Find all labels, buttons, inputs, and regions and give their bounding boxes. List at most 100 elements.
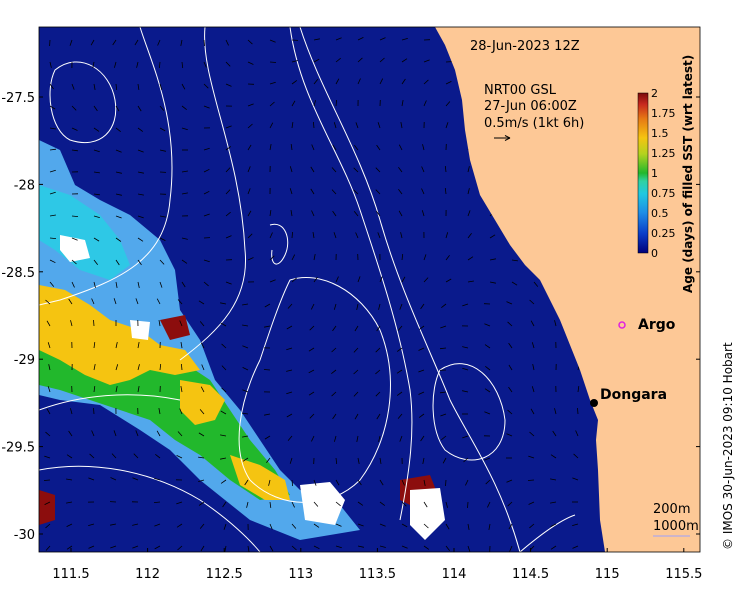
current-arrow [93,386,96,393]
y-axis-ticks: -27.5 -28 -28.5 -29 -29.5 -30 [1,91,700,543]
current-arrow [181,127,188,131]
current-arrow [45,299,51,305]
current-arrow [291,501,295,508]
current-arrow [66,545,73,550]
current-arrow [137,83,140,90]
current-arrow [70,320,73,327]
current-arrow [71,127,78,131]
current-arrow [115,386,118,393]
current-arrow [444,165,447,173]
current-arrow [113,430,117,437]
current-arrow [401,501,407,507]
current-arrow [181,83,186,90]
current-arrow [220,410,227,415]
current-arrow [176,523,183,528]
current-arrow [68,430,73,437]
current-arrow [132,545,139,549]
current-arrow [159,363,162,371]
current-arrow [488,523,491,530]
current-arrow [396,369,403,374]
current-arrow [357,545,364,548]
current-arrow [439,391,447,394]
current-arrow [135,298,139,305]
current-arrow [49,61,52,68]
current-arrow [445,254,450,261]
current-arrow [247,233,253,239]
current-arrow [269,144,272,151]
current-arrow [203,190,210,195]
current-arrow [376,325,381,332]
current-arrow [269,39,276,43]
current-arrow [577,407,579,415]
current-arrow [531,386,535,393]
current-arrow [423,79,429,85]
current-arrow [287,303,293,309]
current-arrow [269,101,275,107]
argo-marker [618,321,626,329]
current-arrow [200,386,205,393]
current-arrow [357,479,362,486]
current-arrow [242,457,249,462]
current-arrow [379,479,384,486]
current-arrow [286,347,293,351]
current-arrow [242,435,249,438]
current-arrow [48,364,51,371]
current-arrow [137,171,144,174]
current-arrow [115,127,121,133]
current-arrow [159,281,163,288]
current-arrow [242,345,249,349]
current-arrow [269,255,275,261]
current-arrow [421,188,425,195]
current-arrow [420,303,425,310]
current-arrow [181,170,188,173]
current-arrow [308,347,315,352]
current-arrow [331,369,337,375]
current-arrow [463,457,469,463]
current-arrow [398,166,403,173]
current-arrow [137,215,144,219]
current-arrow [115,281,118,288]
current-arrow [203,259,210,263]
current-arrow [66,454,73,459]
current-arrow [511,259,518,262]
current-arrow [247,545,250,552]
current-arrow [203,39,205,47]
current-arrow [115,259,120,266]
current-arrow [423,59,430,63]
current-arrow [331,347,337,353]
current-arrow [177,299,183,305]
current-arrow [550,454,557,459]
current-arrow [313,58,320,63]
colorbar-ticks: 0 0.25 0.5 0.75 1 1.25 1.5 1.75 2 [651,87,676,260]
current-arrow [269,545,274,552]
current-arrow [533,281,539,287]
current-arrow [291,545,297,551]
current-arrow [375,189,381,195]
current-arrow [465,479,469,486]
y-tick-label: -29.5 [1,441,35,456]
current-arrow [462,367,469,371]
current-arrow [507,409,513,415]
current-arrow [376,144,381,151]
current-arrow [198,300,205,305]
current-arrow [440,413,447,417]
current-arrow [242,303,249,306]
current-arrow [489,234,496,239]
current-arrow [49,105,56,110]
current-arrow [225,281,232,285]
current-arrow [269,81,276,85]
current-arrow [462,346,469,349]
missing-data-region [60,235,90,262]
current-arrow [445,278,452,283]
colorbar-tick-label: 1.5 [651,127,669,140]
current-arrow [137,342,140,349]
current-arrow [291,277,297,283]
current-arrow [401,479,405,486]
current-arrow [357,37,364,41]
current-arrow [554,320,557,327]
current-arrow [201,364,205,371]
current-arrow [198,456,205,459]
current-arrow [263,369,271,371]
current-arrow [49,127,56,130]
current-arrow [176,455,183,459]
